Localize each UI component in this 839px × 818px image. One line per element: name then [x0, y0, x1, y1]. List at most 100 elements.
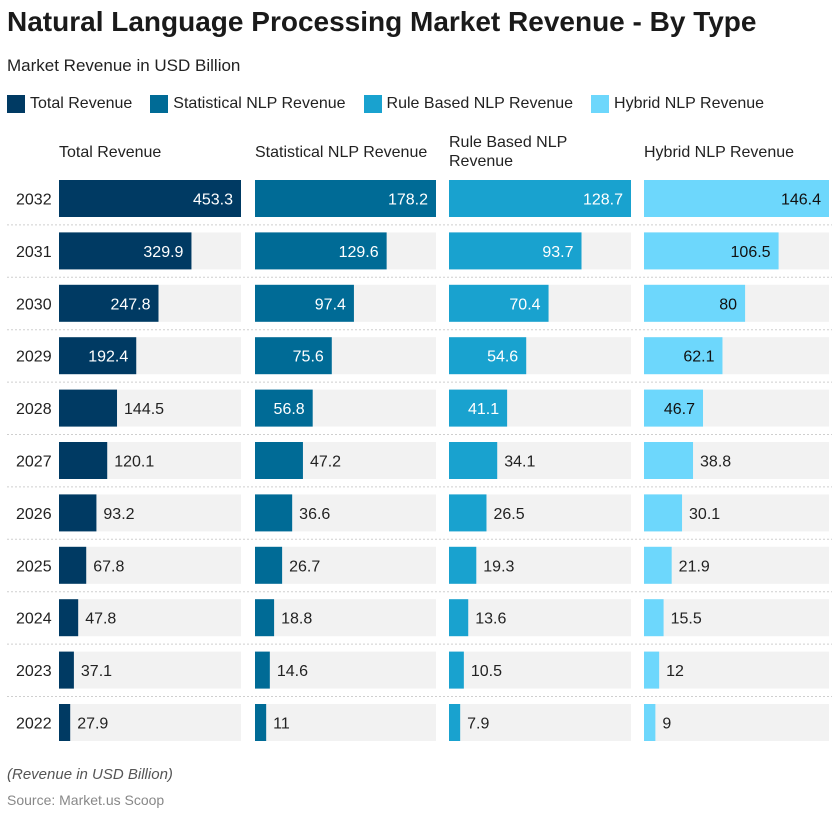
data-label: 247.8	[110, 296, 150, 313]
data-label: 80	[719, 296, 737, 313]
year-label: 2031	[16, 244, 52, 261]
bar-track	[449, 651, 631, 689]
bar	[59, 337, 137, 375]
year-label: 2022	[16, 716, 52, 733]
bar	[449, 599, 469, 637]
bar	[59, 284, 159, 322]
bar	[449, 337, 527, 375]
footnote: (Revenue in USD Billion)	[7, 766, 173, 783]
bar-track	[644, 704, 829, 741]
data-label: 13.6	[475, 611, 506, 628]
data-label: 15.5	[671, 611, 702, 628]
data-label: 453.3	[193, 192, 233, 209]
bar	[59, 546, 87, 584]
data-label: 144.5	[124, 401, 164, 418]
data-label: 30.1	[689, 506, 720, 523]
bar	[449, 284, 549, 322]
bar	[255, 704, 267, 741]
data-label: 67.8	[93, 558, 124, 575]
panel-header: Hybrid NLP Revenue	[644, 144, 794, 161]
data-label: 36.6	[299, 506, 330, 523]
bar	[644, 180, 829, 217]
data-label: 41.1	[468, 401, 499, 418]
bar	[255, 180, 436, 217]
bar	[59, 651, 74, 689]
data-label: 21.9	[679, 558, 710, 575]
panel-header: Total Revenue	[59, 144, 161, 161]
panel-header-line: Hybrid NLP Revenue	[644, 144, 794, 161]
legend-label: Statistical NLP Revenue	[173, 95, 346, 112]
year-label: 2029	[16, 349, 52, 366]
data-label: 47.2	[310, 454, 341, 471]
data-label: 75.6	[293, 349, 324, 366]
data-label: 128.7	[583, 192, 623, 209]
bar	[644, 651, 660, 689]
bar	[255, 284, 354, 322]
bar	[449, 546, 477, 584]
data-label: 56.8	[274, 401, 305, 418]
bar-track	[59, 704, 241, 741]
bar	[644, 284, 746, 322]
bar	[255, 494, 293, 532]
panel-header-line: Revenue	[449, 153, 513, 170]
year-label: 2030	[16, 296, 52, 313]
data-label: 46.7	[664, 401, 695, 418]
legend-swatch	[150, 95, 169, 113]
bar-track	[59, 599, 241, 637]
legend-item: Hybrid NLP Revenue	[591, 94, 764, 114]
bar	[59, 180, 241, 217]
bar	[59, 494, 97, 532]
year-label: 2026	[16, 506, 52, 523]
legend: Total Revenue Statistical NLP Revenue Rule…	[7, 94, 764, 114]
panel-header: Statistical NLP Revenue	[255, 144, 427, 161]
bar-track	[255, 651, 436, 689]
panel-header-line: Total Revenue	[59, 144, 161, 161]
bar-track	[59, 546, 241, 584]
bar-track	[255, 599, 436, 637]
data-label: 27.9	[77, 716, 108, 733]
data-label: 12	[666, 663, 684, 680]
data-label: 329.9	[143, 244, 183, 261]
data-label: 54.6	[487, 349, 518, 366]
data-label: 47.8	[85, 611, 116, 628]
bar	[644, 389, 704, 427]
data-label: 93.2	[103, 506, 134, 523]
panel-header-line: Rule Based NLP	[449, 134, 567, 151]
bar-track	[449, 546, 631, 584]
data-label: 34.1	[504, 454, 535, 471]
data-label: 26.7	[289, 558, 320, 575]
legend-item: Total Revenue	[7, 94, 132, 114]
bar-track	[644, 651, 829, 689]
bar	[449, 494, 487, 532]
data-label: 37.1	[81, 663, 112, 680]
bar-track	[644, 599, 829, 637]
data-label: 9	[662, 716, 671, 733]
bar	[255, 442, 303, 479]
year-label: 2032	[16, 192, 52, 209]
legend-swatch	[591, 95, 610, 113]
bar	[255, 337, 332, 375]
bar-track	[255, 704, 436, 741]
legend-label: Hybrid NLP Revenue	[614, 95, 765, 112]
legend-item: Statistical NLP Revenue	[150, 94, 346, 114]
bar	[255, 599, 275, 637]
year-label: 2028	[16, 401, 52, 418]
bar	[644, 704, 656, 741]
panel-header-line: Statistical NLP Revenue	[255, 144, 427, 161]
data-label: 178.2	[388, 192, 428, 209]
data-label: 120.1	[114, 454, 154, 471]
data-label: 146.4	[781, 192, 821, 209]
data-label: 93.7	[542, 244, 573, 261]
data-label: 62.1	[683, 349, 714, 366]
bar-track	[255, 546, 436, 584]
data-label: 10.5	[471, 663, 502, 680]
bar	[255, 389, 313, 427]
bar	[449, 442, 498, 479]
bar	[255, 651, 270, 689]
bar	[449, 232, 582, 270]
data-label: 14.6	[277, 663, 308, 680]
year-label: 2024	[16, 611, 52, 628]
data-label: 38.8	[700, 454, 731, 471]
bar	[644, 337, 723, 375]
bar	[644, 232, 779, 270]
